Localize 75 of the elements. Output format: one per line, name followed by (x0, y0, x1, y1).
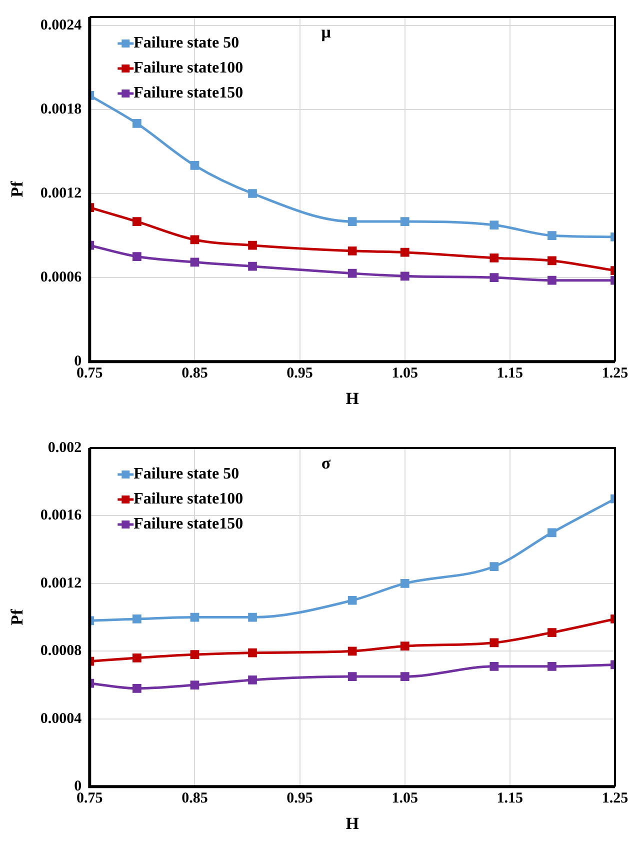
point (132, 614, 142, 624)
x-tick-label: 1.05 (392, 790, 418, 806)
point (400, 248, 410, 257)
point (132, 252, 142, 261)
y-axis-title: Pf (8, 180, 27, 198)
point (190, 680, 200, 690)
point (490, 273, 499, 282)
point (190, 235, 200, 244)
x-axis-title: H (346, 814, 359, 834)
point (490, 638, 499, 648)
x-tick-label: 0.85 (182, 365, 208, 382)
y-tick-label: 0.0008 (40, 643, 82, 660)
x-tick-label: 0.85 (182, 790, 208, 806)
point (348, 268, 357, 278)
point (490, 662, 499, 671)
point (132, 119, 142, 128)
y-tick-label: 0.0012 (40, 575, 82, 592)
point (248, 262, 257, 271)
x-tick-label: 0.95 (286, 365, 313, 382)
legend-label: Failure state100 (134, 60, 244, 77)
legend-label: Failure state100 (134, 490, 244, 508)
point (548, 256, 556, 266)
point (248, 612, 257, 622)
point (548, 628, 556, 637)
point (132, 654, 142, 662)
point (190, 650, 200, 659)
y-tick-label: 0.0004 (40, 710, 82, 727)
x-tick-label: 1.25 (602, 790, 628, 806)
point (248, 189, 257, 198)
y-tick-label: 0.002 (48, 440, 82, 456)
point (348, 672, 357, 681)
y-tick-label: 0.0018 (40, 101, 82, 118)
legend-label: Failure state150 (134, 84, 244, 102)
point (132, 684, 142, 693)
point (190, 612, 200, 622)
point (248, 676, 257, 684)
point (248, 240, 257, 250)
y-tick-label: 0.0006 (40, 269, 82, 286)
point (400, 672, 410, 681)
point (348, 596, 357, 605)
x-axis-title: H (346, 389, 359, 408)
legend-label: Failure state150 (134, 516, 244, 533)
chart-title: μ (321, 22, 332, 42)
point (548, 528, 556, 538)
y-tick-label: 0.0016 (40, 508, 82, 524)
x-tick-label: 1.25 (602, 365, 628, 382)
point (190, 161, 200, 170)
chart-title: σ (321, 453, 332, 472)
point (548, 276, 556, 285)
point (490, 562, 499, 571)
point (348, 217, 357, 226)
x-tick-label: 0.75 (76, 365, 103, 382)
point (400, 642, 410, 651)
point (548, 231, 556, 240)
x-tick-label: 1.15 (496, 790, 524, 806)
x-tick-label: 0.95 (286, 790, 313, 806)
point (400, 217, 410, 226)
legend-label: Failure state 50 (134, 34, 240, 52)
point (348, 246, 357, 256)
point (190, 258, 200, 267)
point (548, 662, 556, 671)
legend-label: Failure state 50 (134, 466, 240, 483)
point (348, 646, 357, 656)
point (400, 272, 410, 281)
point (400, 579, 410, 588)
y-axis-title: Pf (8, 608, 27, 626)
x-tick-label: 1.15 (496, 365, 524, 382)
point (490, 254, 499, 262)
point (132, 217, 142, 226)
y-tick-label: 0.0024 (40, 17, 82, 34)
point (490, 220, 499, 230)
y-tick-label: 0.0012 (40, 185, 82, 202)
x-tick-label: 0.75 (76, 790, 103, 806)
point (248, 648, 257, 658)
x-tick-label: 1.05 (392, 365, 418, 382)
